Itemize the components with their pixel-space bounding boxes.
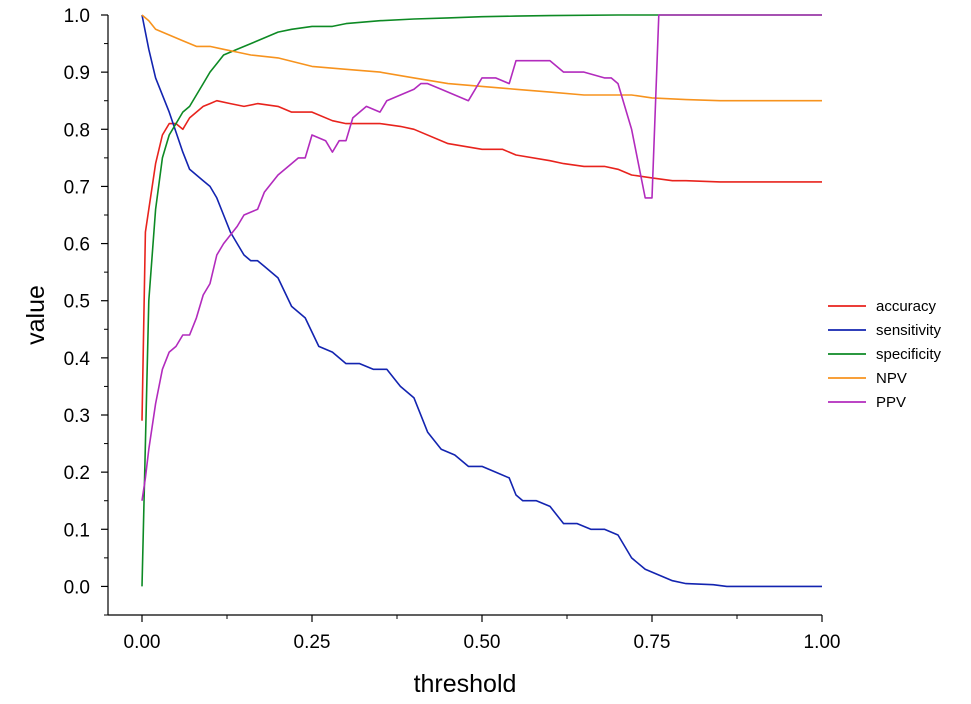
x-tick-label: 0.00	[124, 632, 161, 653]
y-tick-label: 1.0	[64, 6, 90, 27]
y-tick-label: 0.7	[64, 177, 90, 198]
series-line-sensitivity	[141, 14, 822, 588]
y-tick-label: 0.3	[64, 406, 90, 427]
series-line-accuracy	[141, 99, 822, 421]
legend-label-sensitivity: sensitivity	[876, 322, 942, 339]
x-axis-ticks: 0.00 0.25 0.50 0.75 1.00	[124, 615, 841, 653]
x-tick-label: 0.25	[294, 632, 331, 653]
series-line-npv	[141, 14, 822, 102]
legend-label-npv: NPV	[876, 370, 907, 387]
y-tick-label: 0.0	[64, 577, 90, 598]
legend-label-specificity: specificity	[876, 346, 942, 363]
y-tick-label: 0.2	[64, 463, 90, 484]
x-axis-title: threshold	[414, 670, 517, 698]
y-tick-label: 0.8	[64, 120, 90, 141]
legend-label-accuracy: accuracy	[876, 298, 937, 315]
x-tick-label: 0.50	[464, 632, 501, 653]
series-line-ppv	[141, 14, 822, 501]
y-tick-label: 0.4	[64, 349, 91, 370]
plot-lines	[141, 14, 822, 588]
y-tick-label: 0.6	[64, 235, 90, 256]
x-tick-label: 1.00	[804, 632, 841, 653]
y-tick-label: 0.1	[64, 520, 90, 541]
y-axis-ticks: 0.0 0.1 0.2 0.3 0.4 0.5 0.6 0.7 0.8 0.9 1.0	[64, 6, 108, 616]
x-tick-label: 0.75	[634, 632, 671, 653]
y-axis-title: value	[22, 285, 50, 345]
legend: accuracy sensitivity specificity NPV PPV	[828, 298, 942, 411]
axes	[107, 15, 822, 616]
y-tick-label: 0.9	[64, 63, 90, 84]
series-line-specificity	[141, 14, 822, 587]
y-tick-label: 0.5	[64, 292, 90, 313]
legend-label-ppv: PPV	[876, 394, 906, 411]
